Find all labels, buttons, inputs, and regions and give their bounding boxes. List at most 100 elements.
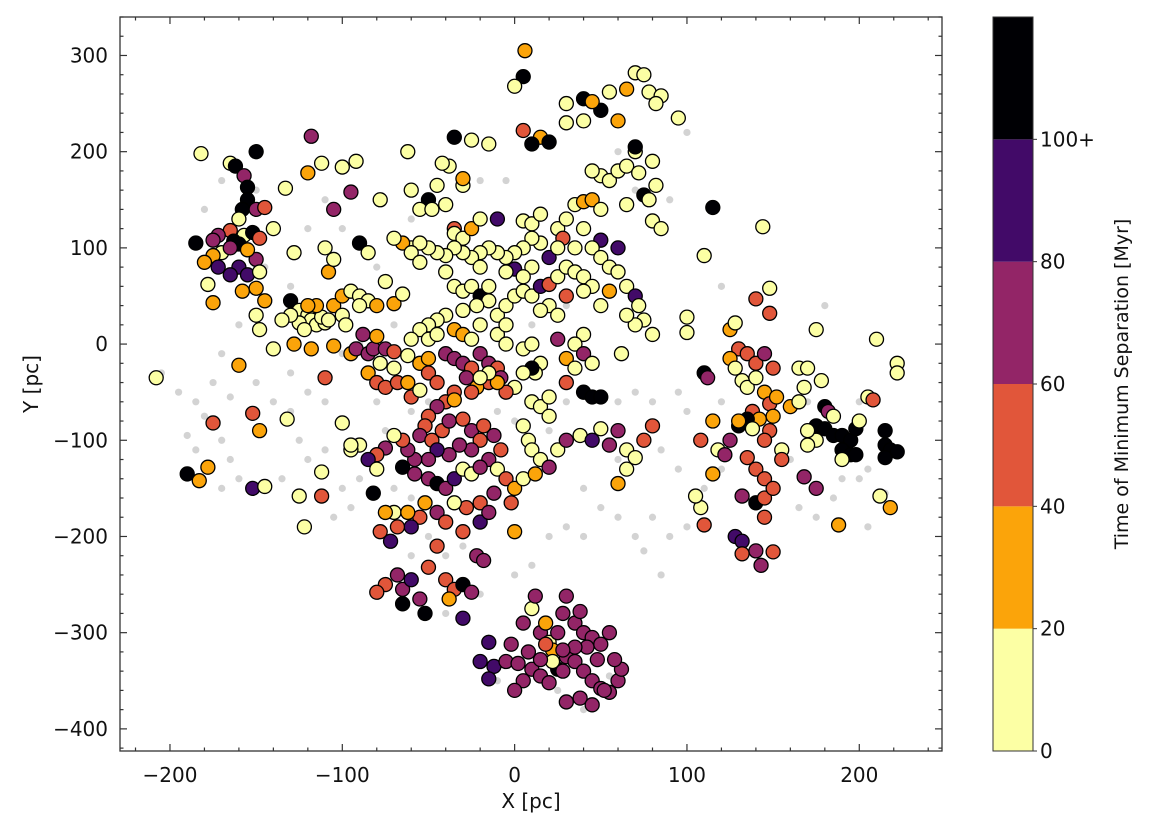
data-point <box>377 273 394 290</box>
data-point <box>679 309 695 325</box>
data-point <box>498 317 514 333</box>
data-point <box>575 113 592 129</box>
data-point <box>610 475 626 492</box>
data-point <box>472 495 488 511</box>
data-point <box>372 355 388 371</box>
data-point <box>222 240 238 256</box>
data-point <box>550 625 566 641</box>
data-point <box>472 514 488 530</box>
data-point <box>472 211 488 227</box>
data-point <box>234 283 251 299</box>
background-point <box>493 407 501 416</box>
data-point <box>524 336 540 352</box>
background-point <box>614 148 622 156</box>
data-point <box>400 347 416 364</box>
data-point <box>834 451 850 468</box>
data-point <box>618 278 635 295</box>
data-point <box>463 584 480 600</box>
data-point <box>489 374 506 391</box>
data-point <box>601 283 618 299</box>
data-point <box>472 259 488 275</box>
data-point <box>889 365 905 381</box>
data-point <box>575 283 592 299</box>
data-point <box>618 158 635 174</box>
data-point <box>313 155 330 171</box>
data-point <box>407 466 423 482</box>
y-tick-label: −100 <box>53 428 108 452</box>
data-point <box>334 159 350 175</box>
background-point <box>545 427 553 435</box>
data-point <box>644 418 661 434</box>
data-point <box>343 184 359 200</box>
data-point <box>326 297 342 314</box>
colorbar-frame <box>992 16 1034 752</box>
data-point <box>601 172 618 189</box>
data-point <box>670 110 686 126</box>
data-point <box>524 600 540 617</box>
data-point <box>541 408 557 424</box>
background-point <box>390 484 398 492</box>
data-point <box>386 230 402 246</box>
data-point <box>596 682 612 699</box>
background-point <box>209 378 217 387</box>
data-point <box>400 374 416 391</box>
background-point <box>579 484 588 492</box>
data-point <box>705 466 721 482</box>
data-point <box>303 341 319 357</box>
background-point <box>390 321 398 329</box>
data-point <box>296 321 313 338</box>
data-point <box>326 201 342 218</box>
background-point <box>407 215 415 223</box>
data-point <box>601 437 618 453</box>
data-point <box>593 421 609 437</box>
data-point <box>524 259 540 275</box>
data-point <box>584 240 600 256</box>
data-point <box>446 392 462 408</box>
background-point <box>614 398 622 406</box>
data-point <box>765 408 781 424</box>
background-point <box>579 532 588 541</box>
data-point <box>506 682 523 699</box>
data-point <box>636 67 652 83</box>
data-point <box>348 153 364 169</box>
data-point <box>558 211 574 227</box>
background-point <box>218 350 226 358</box>
colorbar-segment <box>993 384 1033 507</box>
data-point <box>889 444 905 460</box>
colorbar-tick-label: 0 <box>1040 739 1053 763</box>
colored-points <box>148 43 905 713</box>
data-point <box>486 485 502 501</box>
data-point <box>248 144 264 160</box>
x-tick-label: 200 <box>840 763 878 787</box>
data-point <box>503 636 519 652</box>
data-point <box>572 690 588 706</box>
data-point <box>389 519 406 535</box>
data-point <box>279 411 295 427</box>
x-axis-label: X [pc] <box>501 789 560 813</box>
background-point <box>321 398 329 406</box>
background-point <box>355 475 364 483</box>
background-point <box>226 393 234 401</box>
data-point <box>618 307 635 323</box>
data-point <box>756 346 773 362</box>
data-point <box>541 675 557 691</box>
data-point <box>265 220 282 237</box>
data-point <box>420 559 437 575</box>
data-point <box>394 596 411 612</box>
data-point <box>360 451 376 468</box>
data-point <box>455 610 471 626</box>
data-point <box>610 113 626 129</box>
data-point <box>755 219 771 235</box>
colorbar-tick-label: 60 <box>1040 372 1065 396</box>
background-point <box>407 407 415 416</box>
x-tick-labels: −200 −100 0 100 200 <box>143 763 879 787</box>
background-point <box>347 504 355 512</box>
data-point <box>541 389 557 405</box>
data-point <box>506 524 523 540</box>
data-point <box>515 418 531 434</box>
data-point <box>326 338 342 354</box>
data-point <box>756 432 773 448</box>
background-point <box>674 388 682 396</box>
background-point <box>200 412 209 420</box>
